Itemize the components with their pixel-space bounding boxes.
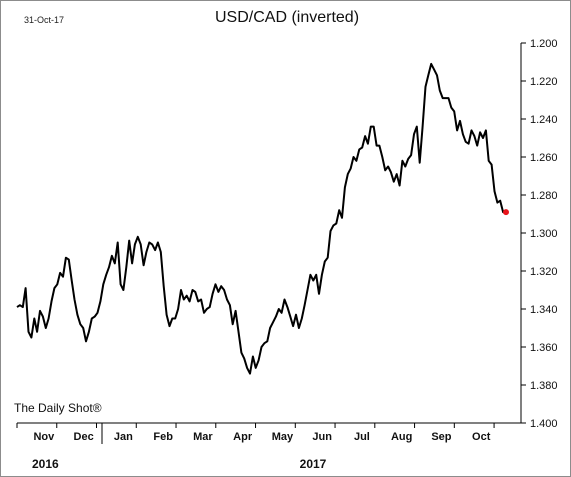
source-label: The Daily Shot®: [14, 401, 102, 415]
usdcad-series-line: [16, 62, 506, 375]
y-tick-label: 1.280: [530, 190, 558, 202]
y-tick-label: 1.360: [530, 342, 558, 354]
x-tick-label: May: [272, 431, 294, 443]
y-tick-label: 1.320: [530, 266, 558, 278]
y-tick-label: 1.260: [530, 152, 558, 164]
y-tick-label: 1.340: [530, 304, 558, 316]
y-tick-label: 1.220: [530, 76, 558, 88]
date-stamp: 31-Oct-17: [24, 15, 64, 25]
x-tick-label: Jan: [114, 431, 133, 443]
x-tick-label: Nov: [33, 431, 55, 443]
x-tick-label: Aug: [391, 431, 412, 443]
x-tick-label: Apr: [233, 431, 253, 443]
year-label-2017: 2017: [300, 457, 327, 471]
x-tick-label: Jul: [354, 431, 370, 443]
y-tick-label: 1.300: [530, 228, 558, 240]
last-point-marker: [503, 209, 509, 216]
x-tick-label: Feb: [153, 431, 173, 443]
x-tick-label: Oct: [472, 431, 491, 443]
y-tick-label: 1.240: [530, 114, 558, 126]
y-tick-label: 1.200: [530, 38, 558, 50]
x-tick-label: Jun: [312, 431, 332, 443]
x-axis-ticks: Nov Dec Jan Feb Mar Apr May Jun Jul Aug Sep Oct: [16, 423, 495, 443]
x-tick-label: Dec: [74, 431, 94, 443]
x-tick-label: Mar: [193, 431, 213, 443]
y-tick-label: 1.380: [530, 380, 558, 392]
y-tick-label: 1.400: [530, 418, 558, 430]
year-label-2016: 2016: [32, 457, 59, 471]
x-tick-label: Sep: [431, 431, 451, 443]
y-axis-ticks: 1.200 1.220 1.240 1.260 1.280 1.300 1.320 1.340…: [521, 38, 558, 430]
chart-title: USD/CAD (inverted): [215, 9, 359, 26]
